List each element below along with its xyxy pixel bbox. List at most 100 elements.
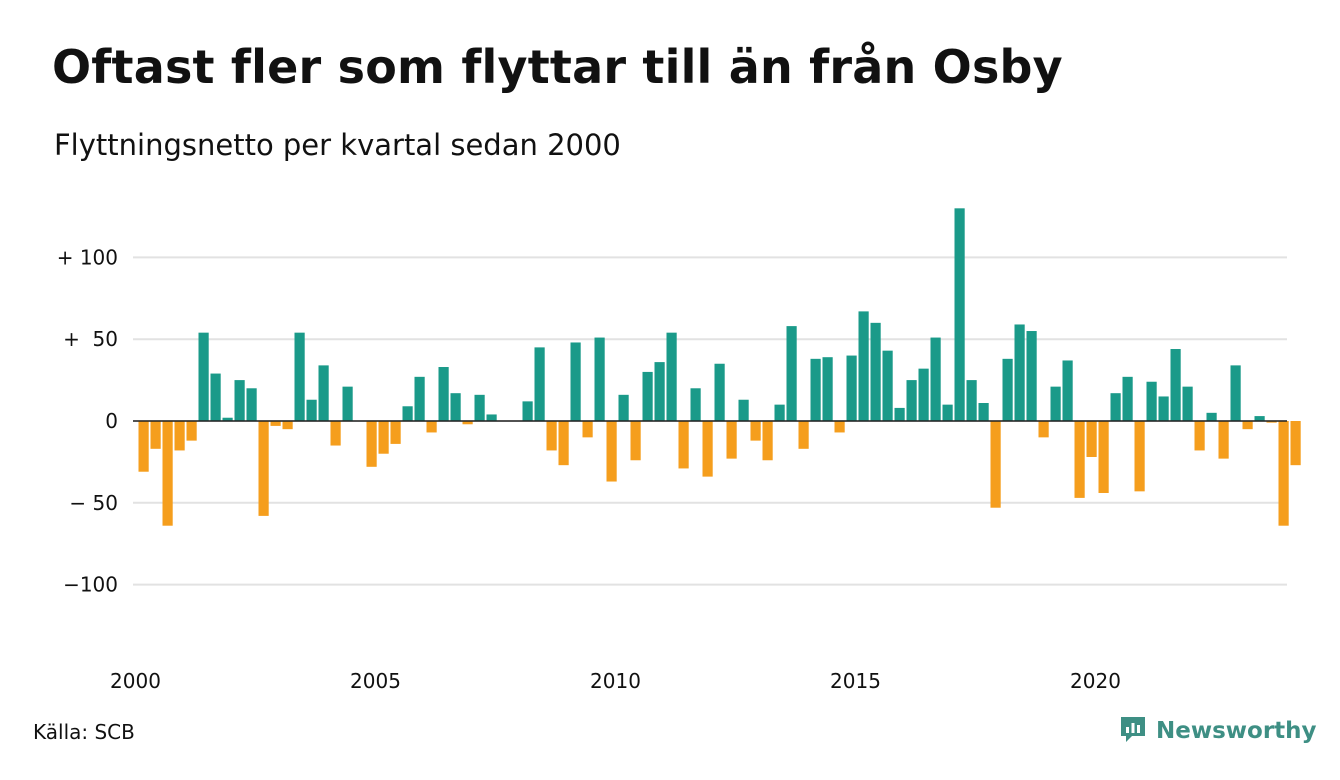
bar-2018Q1 [1002,358,1013,421]
bar-2016Q3 [930,337,941,421]
bar-2021Q1 [1146,381,1157,421]
bar-2013Q3 [786,326,797,421]
bar-2010Q3 [642,371,653,421]
x-tick-label: 2005 [350,669,401,693]
bar-2022Q2 [1206,412,1217,421]
x-tick-label: 2015 [830,669,881,693]
bar-2016Q1 [906,380,917,421]
bar-2003Q1 [282,421,293,430]
bar-2016Q4 [942,404,953,421]
bar-2014Q2 [822,357,833,421]
chart-subtitle: Flyttningsnetto per kvartal sedan 2000 [54,128,621,162]
bar-2014Q3 [834,421,845,433]
bar-2022Q1 [1194,421,1205,451]
chart-title: Oftast fler som flyttar till än från Osb… [52,40,1063,94]
bar-2011Q2 [678,421,689,469]
bar-2023Q2 [1254,416,1265,421]
bar-2015Q4 [894,407,905,421]
bar-2016Q2 [918,368,929,421]
bar-2002Q1 [234,380,245,421]
bar-2023Q3 [1266,421,1277,423]
x-tick-label: 2020 [1070,669,1121,693]
bar-2003Q2 [294,332,305,421]
bar-2018Q2 [1014,324,1025,421]
x-tick-label: 2000 [110,669,161,693]
x-axis-labels: 2000 2005 2010 2015 2020 [110,669,1121,693]
bar-2009Q3 [594,337,605,421]
bar-2006Q4 [462,421,473,425]
bar-2009Q2 [582,421,593,438]
bar-2001Q2 [198,332,209,421]
bar-2005Q2 [390,421,401,444]
bar-2012Q1 [714,363,725,421]
bar-2021Q3 [1170,349,1181,421]
bar-2020Q3 [1122,376,1133,421]
bar-2012Q2 [726,421,737,459]
bar-2004Q1 [330,421,341,446]
bar-2006Q1 [426,421,437,433]
bar-2008Q2 [534,347,545,421]
bar-2024Q1 [1290,421,1301,466]
bar-2017Q3 [978,403,989,421]
bars [133,208,1301,526]
bar-2023Q4 [1278,421,1289,526]
bar-2000Q3 [162,421,173,526]
bar-2009Q1 [570,342,581,421]
bar-2023Q1 [1242,421,1253,430]
bar-2017Q4 [990,421,1001,508]
bar-2001Q3 [210,373,221,421]
bar-2007Q2 [486,414,497,421]
y-tick-label: − 50 [69,491,118,515]
bar-2019Q4 [1086,421,1097,457]
bar-2020Q4 [1134,421,1145,492]
bar-2020Q2 [1110,393,1121,421]
bar-2021Q2 [1158,396,1169,421]
y-tick-label: + 100 [57,245,118,269]
y-axis-labels: + 100 + 50 0 − 50 −100 [57,245,118,596]
bar-2013Q1 [762,421,773,461]
bar-2012Q3 [738,399,749,421]
bar-2013Q4 [798,421,809,449]
bar-2022Q4 [1230,365,1241,421]
bar-2008Q1 [522,401,533,421]
bar-2010Q4 [654,362,665,421]
bar-2004Q4 [366,421,377,467]
bar-2019Q2 [1062,360,1073,421]
bar-2005Q1 [378,421,389,454]
bar-2018Q4 [1038,421,1049,438]
bar-2017Q2 [966,380,977,421]
bar-2006Q3 [450,393,461,421]
bar-2000Q2 [150,421,161,449]
bar-2005Q4 [414,376,425,421]
bar-2006Q2 [438,367,449,421]
bar-2019Q3 [1074,421,1085,498]
bar-2011Q4 [702,421,713,477]
bar-2013Q2 [774,404,785,421]
x-tick-label: 2010 [590,669,641,693]
bar-2002Q4 [270,421,281,426]
bar-2008Q3 [546,421,557,451]
bar-2015Q1 [858,311,869,421]
bar-2010Q1 [618,394,629,421]
bar-2017Q1 [954,208,965,421]
bar-2014Q4 [846,355,857,421]
bar-2001Q4 [222,417,233,421]
newsworthy-icon [1118,714,1148,748]
y-tick-label: −100 [63,573,118,597]
bar-2014Q1 [810,358,821,421]
source-note: Källa: SCB [33,720,135,744]
bar-2010Q2 [630,421,641,461]
bar-2015Q2 [870,322,881,421]
y-tick-label: + 50 [63,327,118,351]
bar-2011Q3 [690,388,701,421]
bar-2021Q4 [1182,386,1193,421]
y-tick-label: 0 [105,409,118,433]
bar-2018Q3 [1026,331,1037,421]
bar-2000Q4 [174,421,185,451]
bar-2020Q1 [1098,421,1109,493]
bar-2000Q1 [138,421,149,472]
bar-2003Q4 [318,365,329,421]
bar-2009Q4 [606,421,617,482]
bar-2002Q2 [246,388,257,421]
